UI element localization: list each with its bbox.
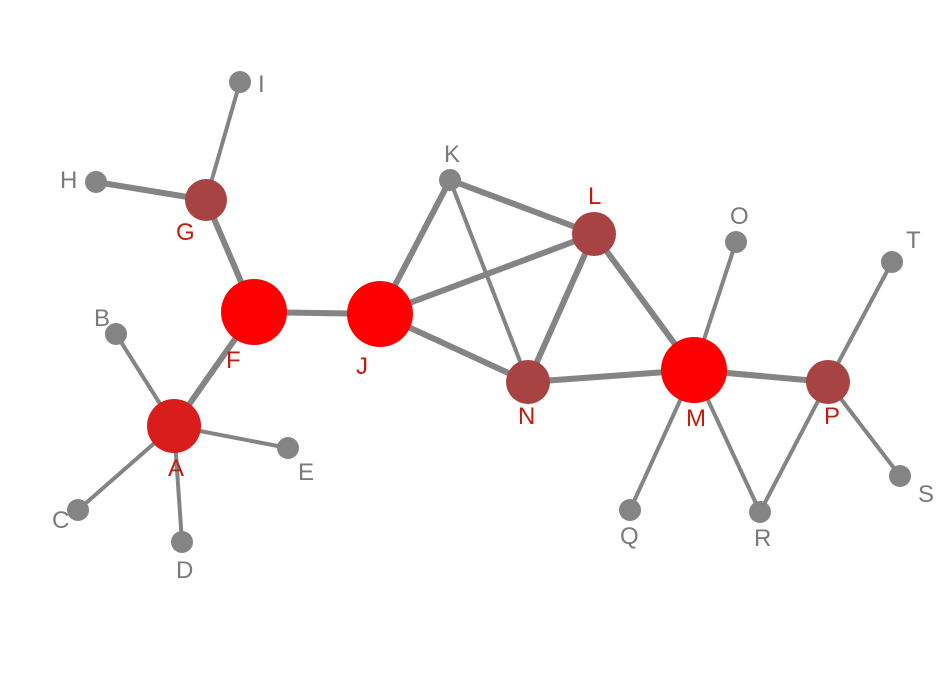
node-O xyxy=(725,231,747,253)
node-label-A: A xyxy=(168,455,184,482)
node-K xyxy=(439,169,461,191)
edge-K-L xyxy=(450,180,594,234)
node-label-M: M xyxy=(686,405,706,432)
node-A xyxy=(147,399,201,453)
node-label-L: L xyxy=(588,183,601,210)
node-F xyxy=(221,279,287,345)
nodes-layer xyxy=(67,71,911,553)
node-label-J: J xyxy=(356,353,368,380)
node-label-K: K xyxy=(444,141,460,168)
node-label-T: T xyxy=(906,227,921,254)
node-label-R: R xyxy=(754,525,771,552)
node-H xyxy=(85,171,107,193)
node-G xyxy=(185,179,227,221)
node-label-E: E xyxy=(298,459,314,486)
node-T xyxy=(881,251,903,273)
edge-P-R xyxy=(760,382,828,512)
node-label-S: S xyxy=(918,481,934,508)
node-N xyxy=(506,360,550,404)
node-label-P: P xyxy=(824,403,840,430)
node-label-Q: Q xyxy=(620,523,639,550)
node-label-F: F xyxy=(226,347,241,374)
node-S xyxy=(889,465,911,487)
node-R xyxy=(749,501,771,523)
node-E xyxy=(277,437,299,459)
network-graph: A B C D E F G H I J K L M N O P Q R S T xyxy=(0,0,950,686)
node-label-H: H xyxy=(60,167,77,194)
node-M xyxy=(661,337,727,403)
node-label-I: I xyxy=(258,71,265,98)
edges-layer xyxy=(78,82,900,542)
node-C xyxy=(67,499,89,521)
node-label-D: D xyxy=(176,557,193,584)
labels-layer: A B C D E F G H I J K L M N O P Q R S T xyxy=(52,71,934,584)
node-label-G: G xyxy=(176,219,195,246)
node-I xyxy=(229,71,251,93)
node-L xyxy=(572,212,616,256)
node-label-C: C xyxy=(52,507,69,534)
node-Q xyxy=(619,499,641,521)
node-label-B: B xyxy=(94,305,110,332)
node-P xyxy=(806,360,850,404)
node-J xyxy=(347,281,413,347)
node-label-O: O xyxy=(730,203,749,230)
node-D xyxy=(171,531,193,553)
node-label-N: N xyxy=(518,403,535,430)
